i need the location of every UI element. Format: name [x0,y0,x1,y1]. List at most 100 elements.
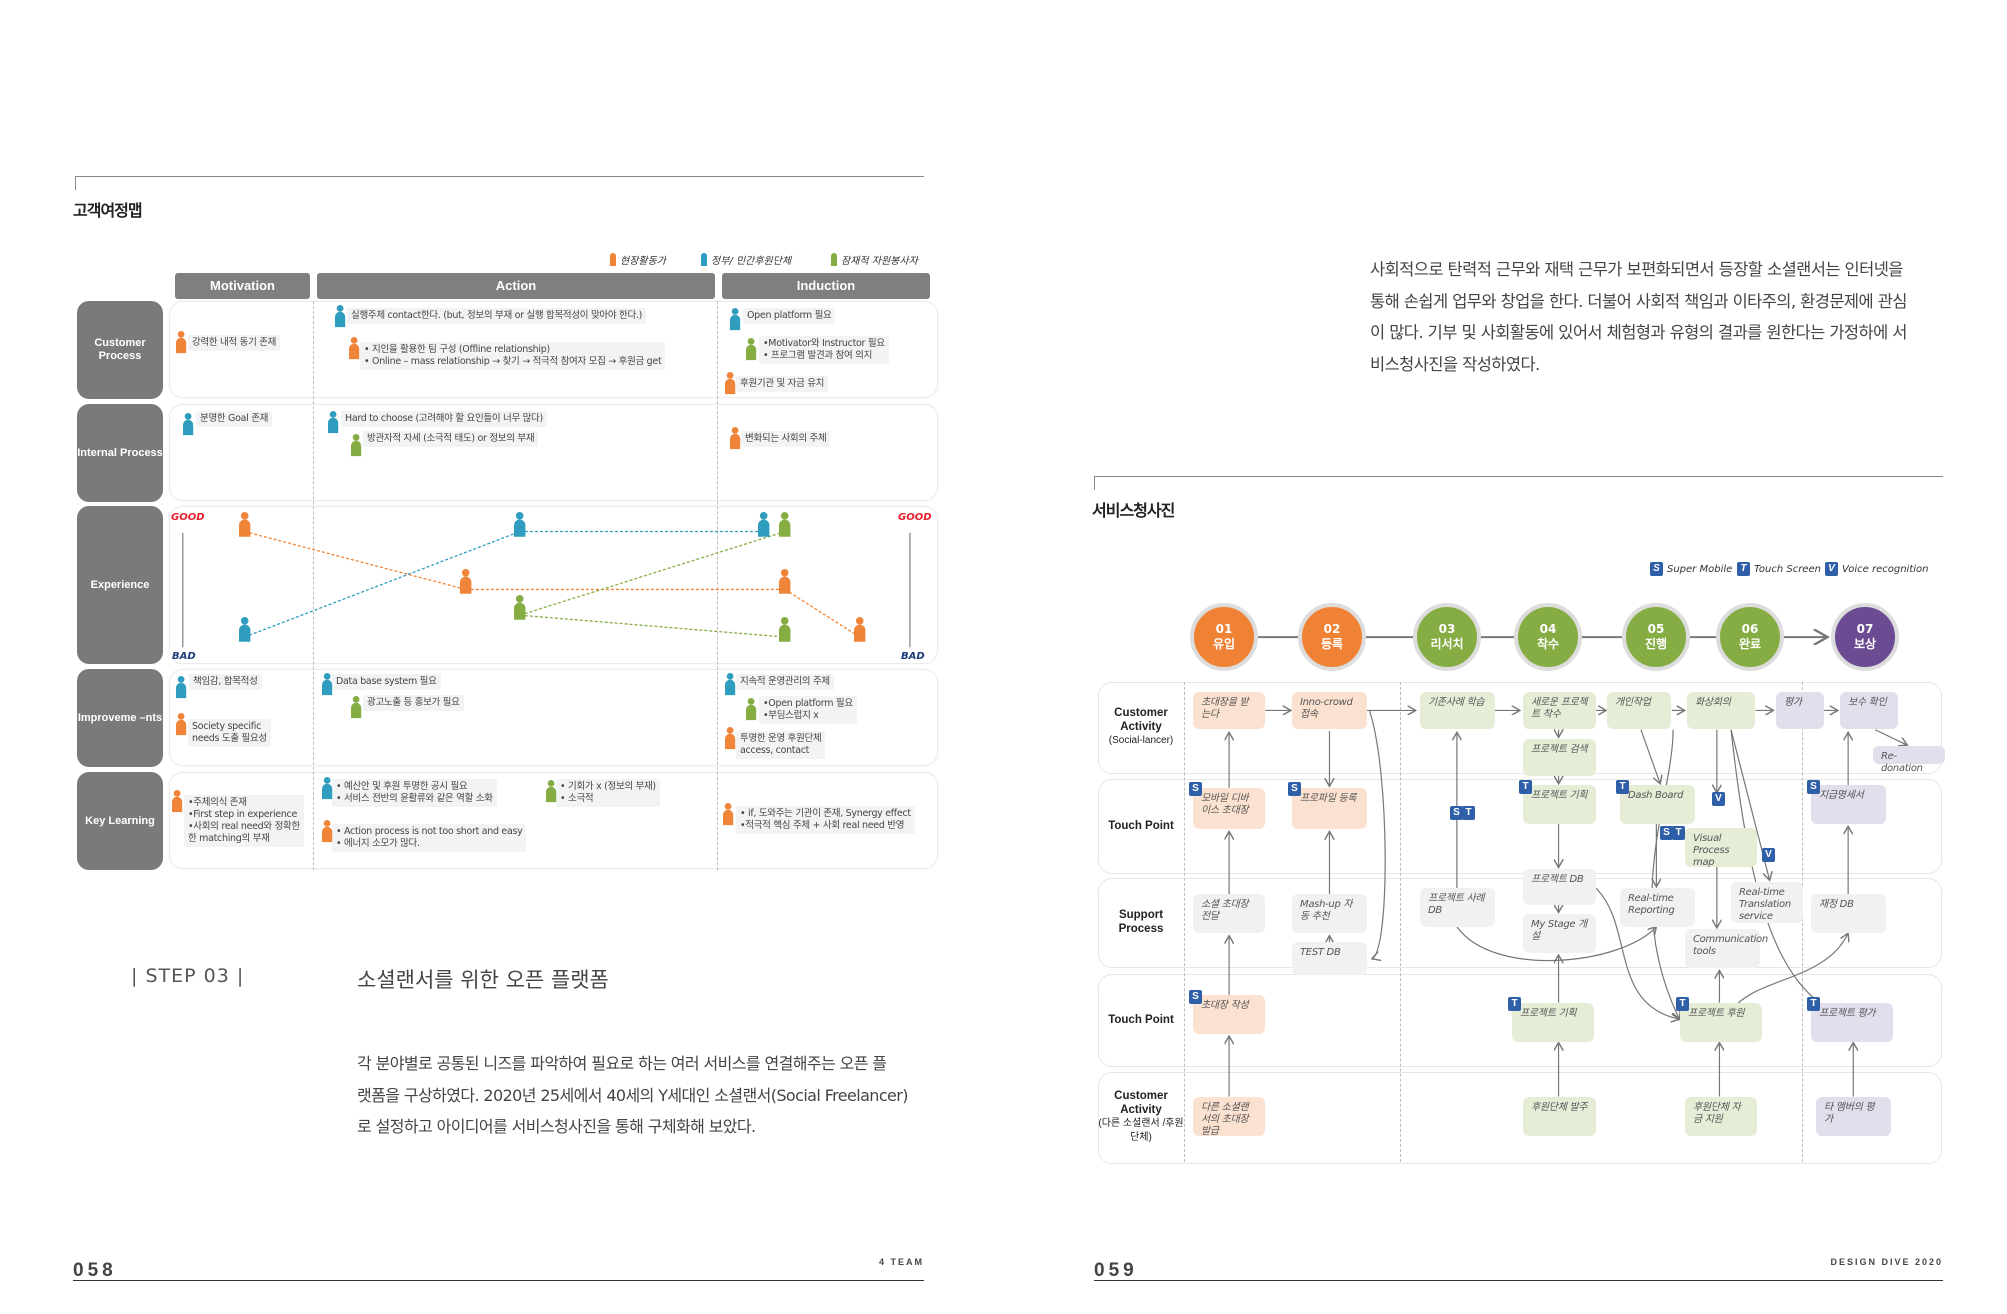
badge-T-icon: T [1519,780,1532,794]
stage-01: 01 유입 [1190,603,1258,671]
persona-head [352,434,360,441]
persona-head [759,512,768,520]
row-title: Customer Activity [1114,707,1168,733]
row-subtitle: (Social-lancer) [1108,735,1174,746]
persona-icon [831,253,837,266]
note-line: • 지인을 활용한 팀 구성 (Offline relationship) [364,344,550,355]
note-line: 강력한 내적 동기 존재 [192,337,277,348]
note-line: Data base system 필요 [336,676,437,687]
paragraph-line: 비스청사진을 작성하였다. [1370,354,1540,374]
persona-body [322,679,333,696]
row-label: Experience [77,506,163,664]
stage-02: 02 등록 [1298,603,1366,671]
stage-label: 유입 [1212,637,1236,651]
persona-orange-icon [176,713,187,736]
legend-item: 현장활동가 [610,252,666,267]
note-line: 지속적 운영관리의 주체 [740,676,830,687]
note-line: • Action process is not too short and ea… [336,826,523,837]
stage-label: 등록 [1320,637,1344,651]
note-line: • 예산안 및 후원 투명한 공시 필요 [336,781,468,792]
badge-S-icon: S [1288,782,1301,796]
persona-body [730,314,741,331]
blueprint-box: 재정 DB [1811,894,1886,933]
box-text: Communication tools [1693,934,1768,957]
note-line: 방관자적 자세 (소극적 태도) or 정보의 부재 [367,433,535,444]
blueprint-box: 프로젝트 사례 DB [1420,888,1495,927]
journey-note: • if, 도와주는 기관이 존재, Synergy effect •적극적 핵심… [736,806,915,834]
persona-body [349,343,360,360]
blueprint-box: Real-time Reporting [1620,888,1695,927]
blueprint-row-label: Touch Point [1098,779,1184,872]
flow-arrow [1874,729,1907,745]
experience-line-green [519,614,786,638]
flow-curve [1651,729,1680,1020]
blueprint-box: 후원단체 발주 [1523,1097,1596,1136]
row-title: Customer Activity [1114,1090,1168,1116]
section-rule [75,176,924,177]
phase-divider [1400,682,1401,1162]
blueprint-box: Dash Board [1620,785,1695,824]
blueprint-box: 프로젝트 기획 [1523,785,1596,824]
persona-body [172,796,183,813]
journey-note: 방관자적 자세 (소극적 태도) or 정보의 부재 [363,431,539,447]
blueprint-box: 소셜 초대장 전달 [1193,894,1265,933]
box-text: 프로젝트 평가 [1819,1008,1876,1019]
persona-icon [701,253,707,266]
journey-note: • 지인을 활용한 팀 구성 (Offline relationship) • O… [360,342,666,370]
journey-note: •Motivator와 Instructor 필요 • 프로그램 발견과 참여 의… [759,336,889,364]
section-title: 서비스청사진 [1092,501,1175,520]
bad-label-right: BAD [901,651,925,662]
note-line: • 소극적 [560,793,594,804]
persona-head [352,696,360,703]
persona-body [351,440,362,457]
box-text: My Stage 개설 [1531,919,1587,942]
journey-note: • 예산안 및 후원 투명한 공시 필요 • 서비스 전반의 윤활류와 같은 역할… [332,779,497,807]
paragraph-line: 로 설정하고 아이디어를 서비스청사진을 통해 구체화해 보았다. [357,1117,756,1136]
box-text: 프로젝트 DB [1531,874,1584,885]
footer-label: 4 TEAM [878,1257,924,1267]
persona-head [747,338,755,345]
note-line: access, contact [740,745,810,756]
journey-note: Data base system 필요 [332,674,441,690]
stage-03: 03 리서치 [1413,603,1481,671]
row-label: Customer Process [77,301,163,399]
blueprint-box: 새로운 프로젝트 착수 [1523,692,1596,729]
note-line: •Motivator와 Instructor 필요 [763,338,885,349]
flow-curve [1730,729,1848,1020]
section-rule-tick [1094,476,1095,490]
note-line: 광고노출 등 홍보가 필요 [367,697,460,708]
box-text: 후원단체 발주 [1531,1102,1588,1113]
badge-S-icon: S [1650,562,1663,576]
persona-blue-icon [183,413,194,436]
box-text: Real-time Reporting [1628,893,1675,916]
journey-note: Society specific needs 도출 필요성 [188,719,271,747]
paragraph-line: 이 많다. 기부 및 사회활동에 있어서 체험형과 유형의 결과를 원한다는 가… [1370,323,1907,342]
stage-label: 리서치 [1430,637,1464,651]
page-number: 058 [73,1260,117,1281]
persona-head [350,337,358,344]
persona-body [746,344,757,361]
persona-body [328,417,339,434]
box-text: 프로젝트 기획 [1531,790,1588,801]
legend-label: Voice recognition [1842,563,1929,575]
journey-note: 분명한 Goal 존재 [196,411,273,427]
section-title: 고객여정맵 [73,201,143,220]
blueprint-box: Re-donation [1873,746,1945,774]
step-paragraph: 각 분야별로 공통된 니즈를 파악하여 필요로 하는 여러 서비스를 연결해주는… [357,1048,909,1143]
persona-body [335,311,346,328]
blueprint-box: 프로젝트 기획 [1512,1003,1594,1042]
journey-note: •Open platform 필요 •부딤스럽지 x [759,696,857,724]
blueprint-row-label: Customer Activity (Social-lancer) [1098,682,1184,772]
section-rule-tick [75,176,76,190]
step-label: | STEP 03 | [131,965,245,987]
row-label: Internal Process [77,404,163,502]
box-text: 개인작업 [1615,697,1651,708]
note-line: Open platform 필요 [747,310,832,321]
note-line: 책임감, 합목적성 [193,676,258,687]
bad-label-left: BAD [172,651,196,662]
persona-body [176,719,187,736]
persona-head [240,512,249,520]
box-text: 평가 [1784,697,1802,708]
phase-divider [1184,682,1185,1162]
box-text: 화상회의 [1695,697,1731,708]
